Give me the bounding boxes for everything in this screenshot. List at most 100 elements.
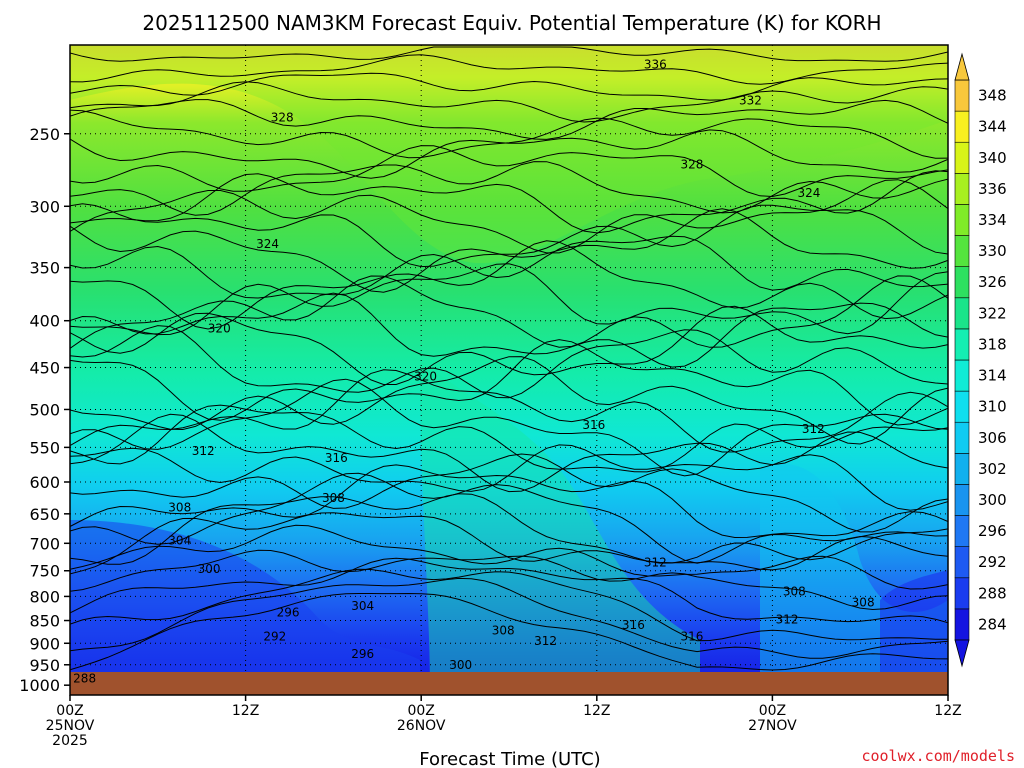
contour-value-label: 312: [534, 634, 557, 648]
contour-value-label: 308: [783, 584, 806, 598]
contour-line: [70, 263, 948, 336]
x-tick-label: 25NOV: [46, 718, 95, 734]
contour-value-label: 288: [73, 671, 96, 685]
contour-value-label: 308: [322, 491, 345, 505]
x-tick-label: 26NOV: [397, 718, 446, 734]
contour-line: [70, 378, 948, 477]
upper-plateau: [70, 45, 948, 264]
contour-value-label: 308: [168, 501, 191, 515]
colorbar-swatch: [954, 328, 970, 361]
contour-value-label: 316: [622, 618, 645, 632]
y-tick-label: 650: [29, 505, 60, 524]
y-tick-label: 700: [29, 534, 60, 553]
contour-line: [70, 208, 948, 293]
contour-line: [70, 145, 948, 198]
contour-line: [70, 129, 948, 179]
x-tick-label: 12Z: [232, 703, 259, 719]
contour-value-label: 320: [414, 369, 437, 383]
colorbar-swatch: [954, 79, 970, 112]
contour-line: [70, 235, 948, 299]
colorbar-label: 296: [978, 522, 1007, 540]
colorbar-swatch: [954, 110, 970, 143]
contour-line: [70, 512, 948, 575]
contour-line: [70, 369, 948, 453]
contour-value-label: 328: [680, 157, 703, 171]
colorbar-swatch: [954, 359, 970, 392]
colorbar-swatch: [954, 266, 970, 299]
contour-line: [70, 549, 948, 611]
contour-value-label: 320: [208, 322, 231, 336]
colorbar-label: 330: [978, 242, 1007, 260]
contour-value-label: 316: [325, 451, 348, 465]
colorbar-label: 284: [978, 615, 1007, 633]
contour-value-label: 324: [256, 237, 279, 251]
colorbar-swatch: [954, 421, 970, 454]
colorbar-label: 314: [978, 367, 1007, 385]
contour-line: [70, 577, 948, 659]
x-axis-title: Forecast Time (UTC): [419, 749, 600, 768]
colorbar-swatch: [954, 173, 970, 205]
contour-line: [70, 325, 948, 399]
contour-line: [70, 275, 948, 349]
contour-line: [70, 444, 948, 511]
y-tick-label: 450: [29, 359, 60, 378]
plot-frame: [69, 44, 949, 696]
colorbar-swatch: [954, 390, 970, 423]
y-tick-label: 500: [29, 400, 60, 419]
colorbar-label: 334: [978, 211, 1007, 229]
x-tick-label: 00Z: [407, 703, 434, 719]
chart-title: 2025112500 NAM3KM Forecast Equiv. Potent…: [142, 11, 881, 35]
contour-value-label: 292: [263, 630, 286, 644]
contour-value-label: 336: [644, 57, 667, 71]
y-tick-label: 250: [29, 125, 60, 144]
contour-line: [70, 356, 948, 445]
contour-line: [70, 161, 948, 216]
colorbar-swatch: [954, 297, 970, 330]
colorbar-min-arrow: [954, 639, 970, 668]
colorbar-label: 292: [978, 553, 1007, 571]
colorbar-label: 336: [978, 180, 1007, 198]
y-tick-label: 800: [29, 587, 60, 606]
contour-line: [70, 464, 948, 539]
contour-value-label: 308: [852, 595, 875, 609]
y-tick-label: 850: [29, 612, 60, 631]
y-tick-label: 400: [29, 312, 60, 331]
colorbar-swatch: [954, 546, 970, 579]
colorbar-swatch: [954, 141, 970, 174]
moist-layer-right: [880, 570, 948, 695]
x-tick-label: 27NOV: [748, 718, 797, 734]
y-tick-label: 900: [29, 634, 60, 653]
contour-line: [70, 592, 948, 671]
contour-value-label: 312: [802, 422, 825, 436]
colorbar-swatch: [954, 235, 970, 267]
contour-line: [70, 568, 948, 642]
colorbar-label: 302: [978, 460, 1007, 478]
contour-value-label: 296: [351, 647, 374, 661]
y-tick-label: 350: [29, 259, 60, 278]
y-tick-label: 950: [29, 656, 60, 675]
contour-value-label: 304: [168, 533, 191, 547]
colorbar-label: 340: [978, 149, 1007, 167]
contour-line: [70, 203, 948, 268]
colorbar-swatch: [954, 204, 970, 236]
contour-value-label: 308: [492, 624, 515, 638]
colorbar: 284 288 292 296 300 302 306 310 314 318 322 326 330 3…: [954, 52, 1007, 668]
colorbar-label: 318: [978, 335, 1007, 353]
contour-line: [70, 557, 948, 624]
colorbar-swatch: [954, 453, 970, 485]
colorbar-swatch: [954, 608, 970, 641]
contour-line: [70, 413, 948, 493]
x-tick-label: 00Z: [759, 703, 786, 719]
contour-line: [70, 292, 948, 368]
contour-value-label: 300: [198, 562, 221, 576]
contour-value-label: 312: [644, 556, 667, 570]
contour-value-label: 312: [776, 613, 799, 627]
colorbar-label: 300: [978, 491, 1007, 509]
x-tick-label: 12Z: [583, 703, 610, 719]
colorbar-label: 322: [978, 304, 1007, 322]
contour-line: [70, 46, 948, 62]
contour-line: [70, 339, 948, 426]
colorbar-label: 348: [978, 87, 1007, 105]
